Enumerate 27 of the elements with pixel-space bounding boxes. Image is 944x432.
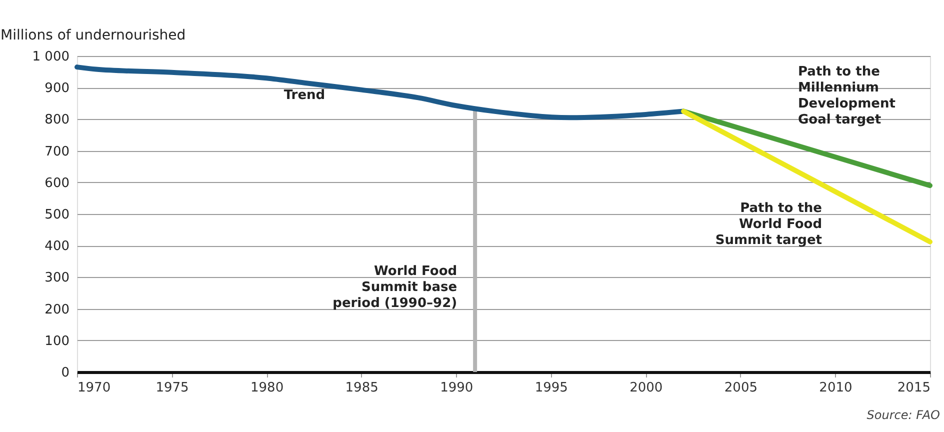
y-tick-label: 900 bbox=[44, 81, 70, 96]
x-tick-label: 2010 bbox=[819, 380, 852, 396]
x-tick-label: 2015 bbox=[897, 380, 930, 396]
series-label: Path to the World Food Summit target bbox=[715, 200, 822, 248]
y-tick-label: 0 bbox=[61, 366, 70, 380]
y-tick-label: 400 bbox=[44, 239, 70, 254]
y-tick-label: 500 bbox=[44, 208, 70, 222]
y-tick-label: 800 bbox=[44, 112, 70, 128]
x-tick-label: 2000 bbox=[630, 380, 663, 396]
x-tick-label: 1985 bbox=[345, 380, 378, 396]
y-tick-label: 600 bbox=[44, 176, 70, 191]
series-label: Path to the Millennium Development Goal target bbox=[798, 64, 896, 128]
x-tick-label: 1995 bbox=[534, 380, 568, 396]
y-tick-label: 200 bbox=[44, 302, 70, 318]
y-tick-label: 700 bbox=[44, 144, 70, 160]
source-note: Source: FAO bbox=[866, 408, 940, 422]
y-tick-label: 100 bbox=[44, 334, 70, 349]
ref-line-label: World Food Summit base period (1990–92) bbox=[332, 264, 458, 311]
x-tick-label: 1980 bbox=[250, 380, 284, 396]
x-tick-label: 1990 bbox=[440, 380, 474, 396]
x-tick-label: 1970 bbox=[78, 380, 111, 396]
x-tick-label: 2005 bbox=[724, 380, 758, 396]
y-tick-label: 300 bbox=[44, 270, 70, 286]
series-label: Trend bbox=[284, 88, 326, 103]
y-tick-label: 1 000 bbox=[32, 50, 70, 64]
x-tick-label: 1975 bbox=[156, 380, 189, 396]
y-axis-title: Millions of undernourished bbox=[0, 28, 186, 44]
